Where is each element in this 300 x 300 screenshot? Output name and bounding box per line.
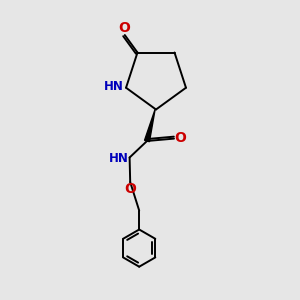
Text: HN: HN xyxy=(109,152,129,165)
Text: O: O xyxy=(175,131,187,145)
Text: HN: HN xyxy=(103,80,123,93)
Polygon shape xyxy=(145,109,155,142)
Text: O: O xyxy=(118,21,130,35)
Text: O: O xyxy=(124,182,136,196)
